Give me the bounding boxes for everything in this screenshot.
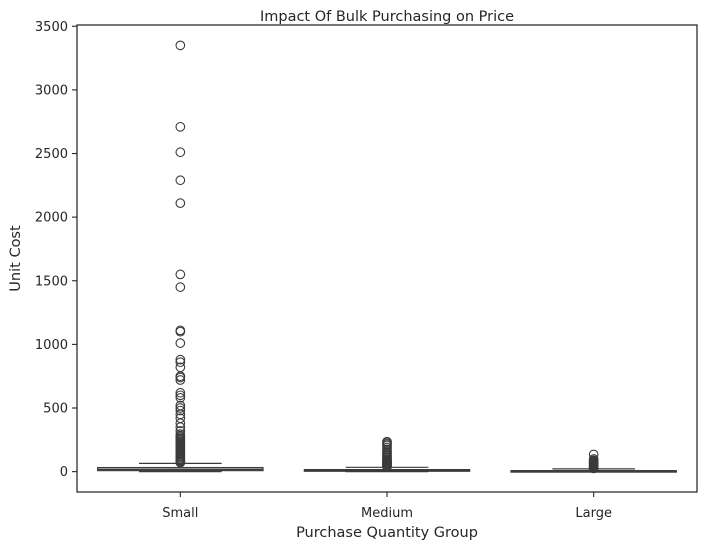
outlier-point [175, 40, 186, 51]
outlier-point [175, 357, 186, 368]
outlier-point [588, 454, 599, 464]
x-tick-label: Small [162, 506, 198, 521]
outlier-point [175, 198, 186, 208]
outlier-point [175, 405, 186, 416]
y-tick-label: 0 [60, 465, 68, 480]
outlier-point [175, 325, 186, 336]
outlier-point [175, 375, 186, 385]
outlier-point [175, 338, 186, 348]
outlier-point [175, 147, 186, 158]
x-axis-label: Purchase Quantity Group [296, 525, 478, 541]
box-group-large [510, 449, 677, 474]
chart-title: Impact Of Bulk Purchasing on Price [260, 9, 514, 25]
outlier-point [175, 390, 186, 401]
x-axis: Small Medium Large [162, 492, 612, 521]
outlier-point [175, 282, 186, 292]
y-tick-label: 3000 [35, 83, 68, 98]
outlier-point [175, 403, 186, 413]
outlier-point [175, 121, 186, 132]
outlier-point [175, 387, 186, 398]
outlier-point [175, 400, 186, 411]
outlier-point [175, 175, 186, 186]
outlier-point [588, 449, 599, 460]
outlier-point [175, 426, 186, 436]
y-tick-label: 1500 [35, 274, 68, 289]
x-tick-label: Medium [361, 506, 413, 521]
y-axis: 0 500 1000 1500 2000 2500 3000 3500 [35, 20, 77, 480]
y-tick-label: 2500 [35, 147, 68, 162]
y-tick-label: 3500 [35, 20, 68, 35]
x-tick-label: Large [575, 506, 612, 521]
outlier-point [382, 436, 392, 447]
outlier-point [175, 269, 186, 280]
outlier-point [175, 362, 186, 373]
outlier-point [175, 429, 186, 439]
box-group-medium [303, 436, 471, 473]
y-axis-label: Unit Cost [8, 225, 24, 292]
plot-frame [76, 24, 698, 493]
outlier-point [175, 392, 186, 403]
y-tick-label: 2000 [35, 211, 68, 226]
y-tick-label: 1000 [35, 338, 68, 353]
outlier-point [175, 413, 186, 424]
y-tick-label: 500 [43, 402, 68, 417]
boxes-layer [97, 40, 677, 474]
outlier-point [175, 354, 186, 365]
box-group-small [97, 40, 264, 473]
